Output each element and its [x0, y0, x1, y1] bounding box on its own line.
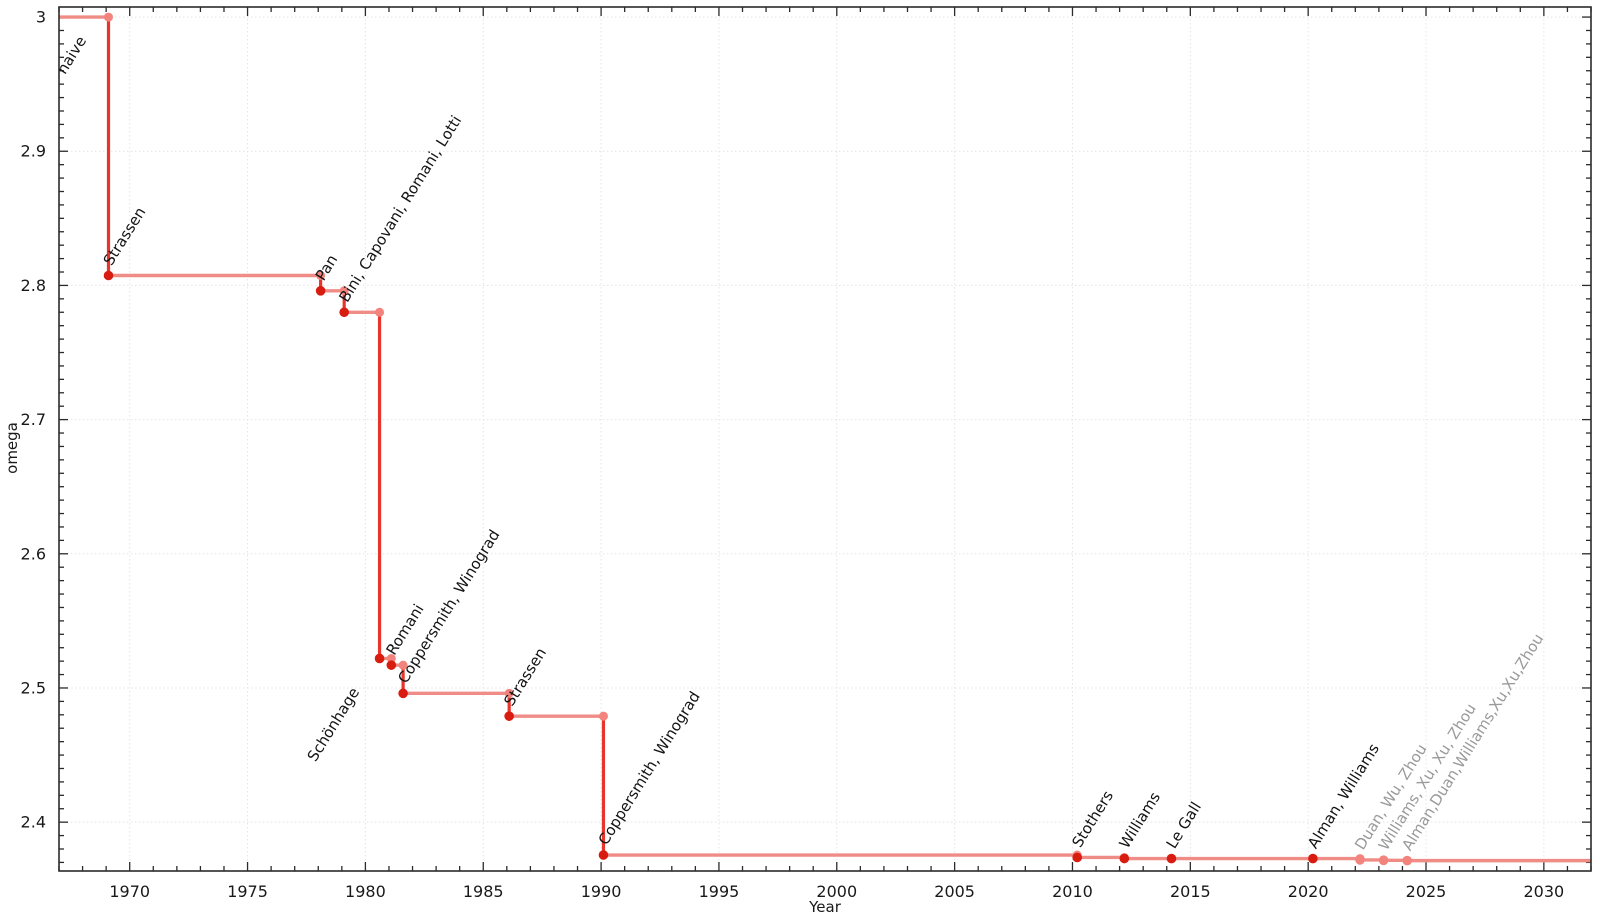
gridlines	[59, 7, 1591, 871]
event-label: Williams	[1115, 789, 1164, 852]
discovery-marker	[386, 660, 397, 670]
discovery-marker	[1072, 852, 1082, 863]
discovery-marker	[504, 711, 514, 721]
event-label: Strassen	[500, 644, 550, 709]
corner-marker	[375, 307, 385, 317]
x-tick-label: 1970	[109, 882, 150, 901]
y-tick-label: 2.4	[21, 813, 46, 832]
discovery-marker	[598, 850, 609, 860]
x-tick-label: 2005	[934, 882, 975, 901]
discovery-marker	[1378, 855, 1389, 866]
x-tick-label: 2015	[1170, 882, 1211, 901]
x-tick-label: 2000	[816, 882, 857, 901]
y-tick-label: 2.5	[21, 678, 46, 697]
y-axis-label: omega	[3, 422, 21, 474]
x-tick-label: 1980	[345, 882, 386, 901]
discovery-marker	[1355, 855, 1365, 865]
y-tick-label: 2.7	[21, 410, 46, 429]
x-tick-label: 1995	[699, 882, 740, 901]
x-tick-label: 2010	[1052, 882, 1093, 901]
y-tick-label: 2.6	[21, 544, 46, 563]
step-line-series	[59, 15, 1591, 863]
corner-marker	[398, 660, 408, 670]
event-label: Alman,Duan,Williams,Xu,Xu,Zhou	[1398, 630, 1547, 853]
discovery-marker	[1402, 855, 1412, 866]
x-axis-label: Year	[808, 898, 842, 916]
axis-ticks	[58, 7, 1592, 871]
x-tick-label: 1990	[581, 882, 622, 901]
y-tick-label: 2.9	[21, 142, 46, 161]
discovery-marker	[1166, 853, 1177, 864]
event-label: Schönhage	[304, 684, 363, 764]
event-label: Le Gall	[1163, 799, 1205, 852]
corner-marker	[103, 12, 113, 22]
corner-marker	[504, 688, 514, 698]
discovery-marker	[339, 307, 349, 318]
x-tick-label: 2025	[1406, 882, 1447, 901]
event-label: Bini, Capovani, Romani, Lotti	[335, 112, 465, 305]
event-label: Stothers	[1068, 787, 1117, 850]
discovery-marker	[398, 688, 408, 699]
y-tick-label: 3	[36, 8, 46, 27]
data-points	[103, 12, 1412, 866]
discovery-marker	[1119, 853, 1130, 864]
event-label: Pan	[312, 251, 342, 284]
x-tick-label: 2020	[1288, 882, 1329, 901]
y-tick-label: 2.8	[21, 276, 46, 295]
x-tick-label: 1975	[227, 882, 268, 901]
discovery-marker	[374, 653, 385, 664]
x-tick-label: 2030	[1524, 882, 1565, 901]
event-label: Coppersmith, Winograd	[595, 688, 704, 848]
corner-marker	[339, 286, 349, 296]
discovery-marker	[1308, 853, 1318, 864]
x-tick-label: 1985	[463, 882, 504, 901]
discovery-marker	[103, 270, 114, 281]
plot-frame	[58, 6, 1592, 872]
corner-marker	[316, 270, 326, 280]
corner-marker	[386, 653, 396, 663]
discovery-marker	[315, 285, 326, 296]
corner-marker	[598, 711, 608, 721]
tick-labels: 1970 1975 1980 1985 1990 1995 2000 2005 2010 2015…	[21, 8, 1565, 901]
